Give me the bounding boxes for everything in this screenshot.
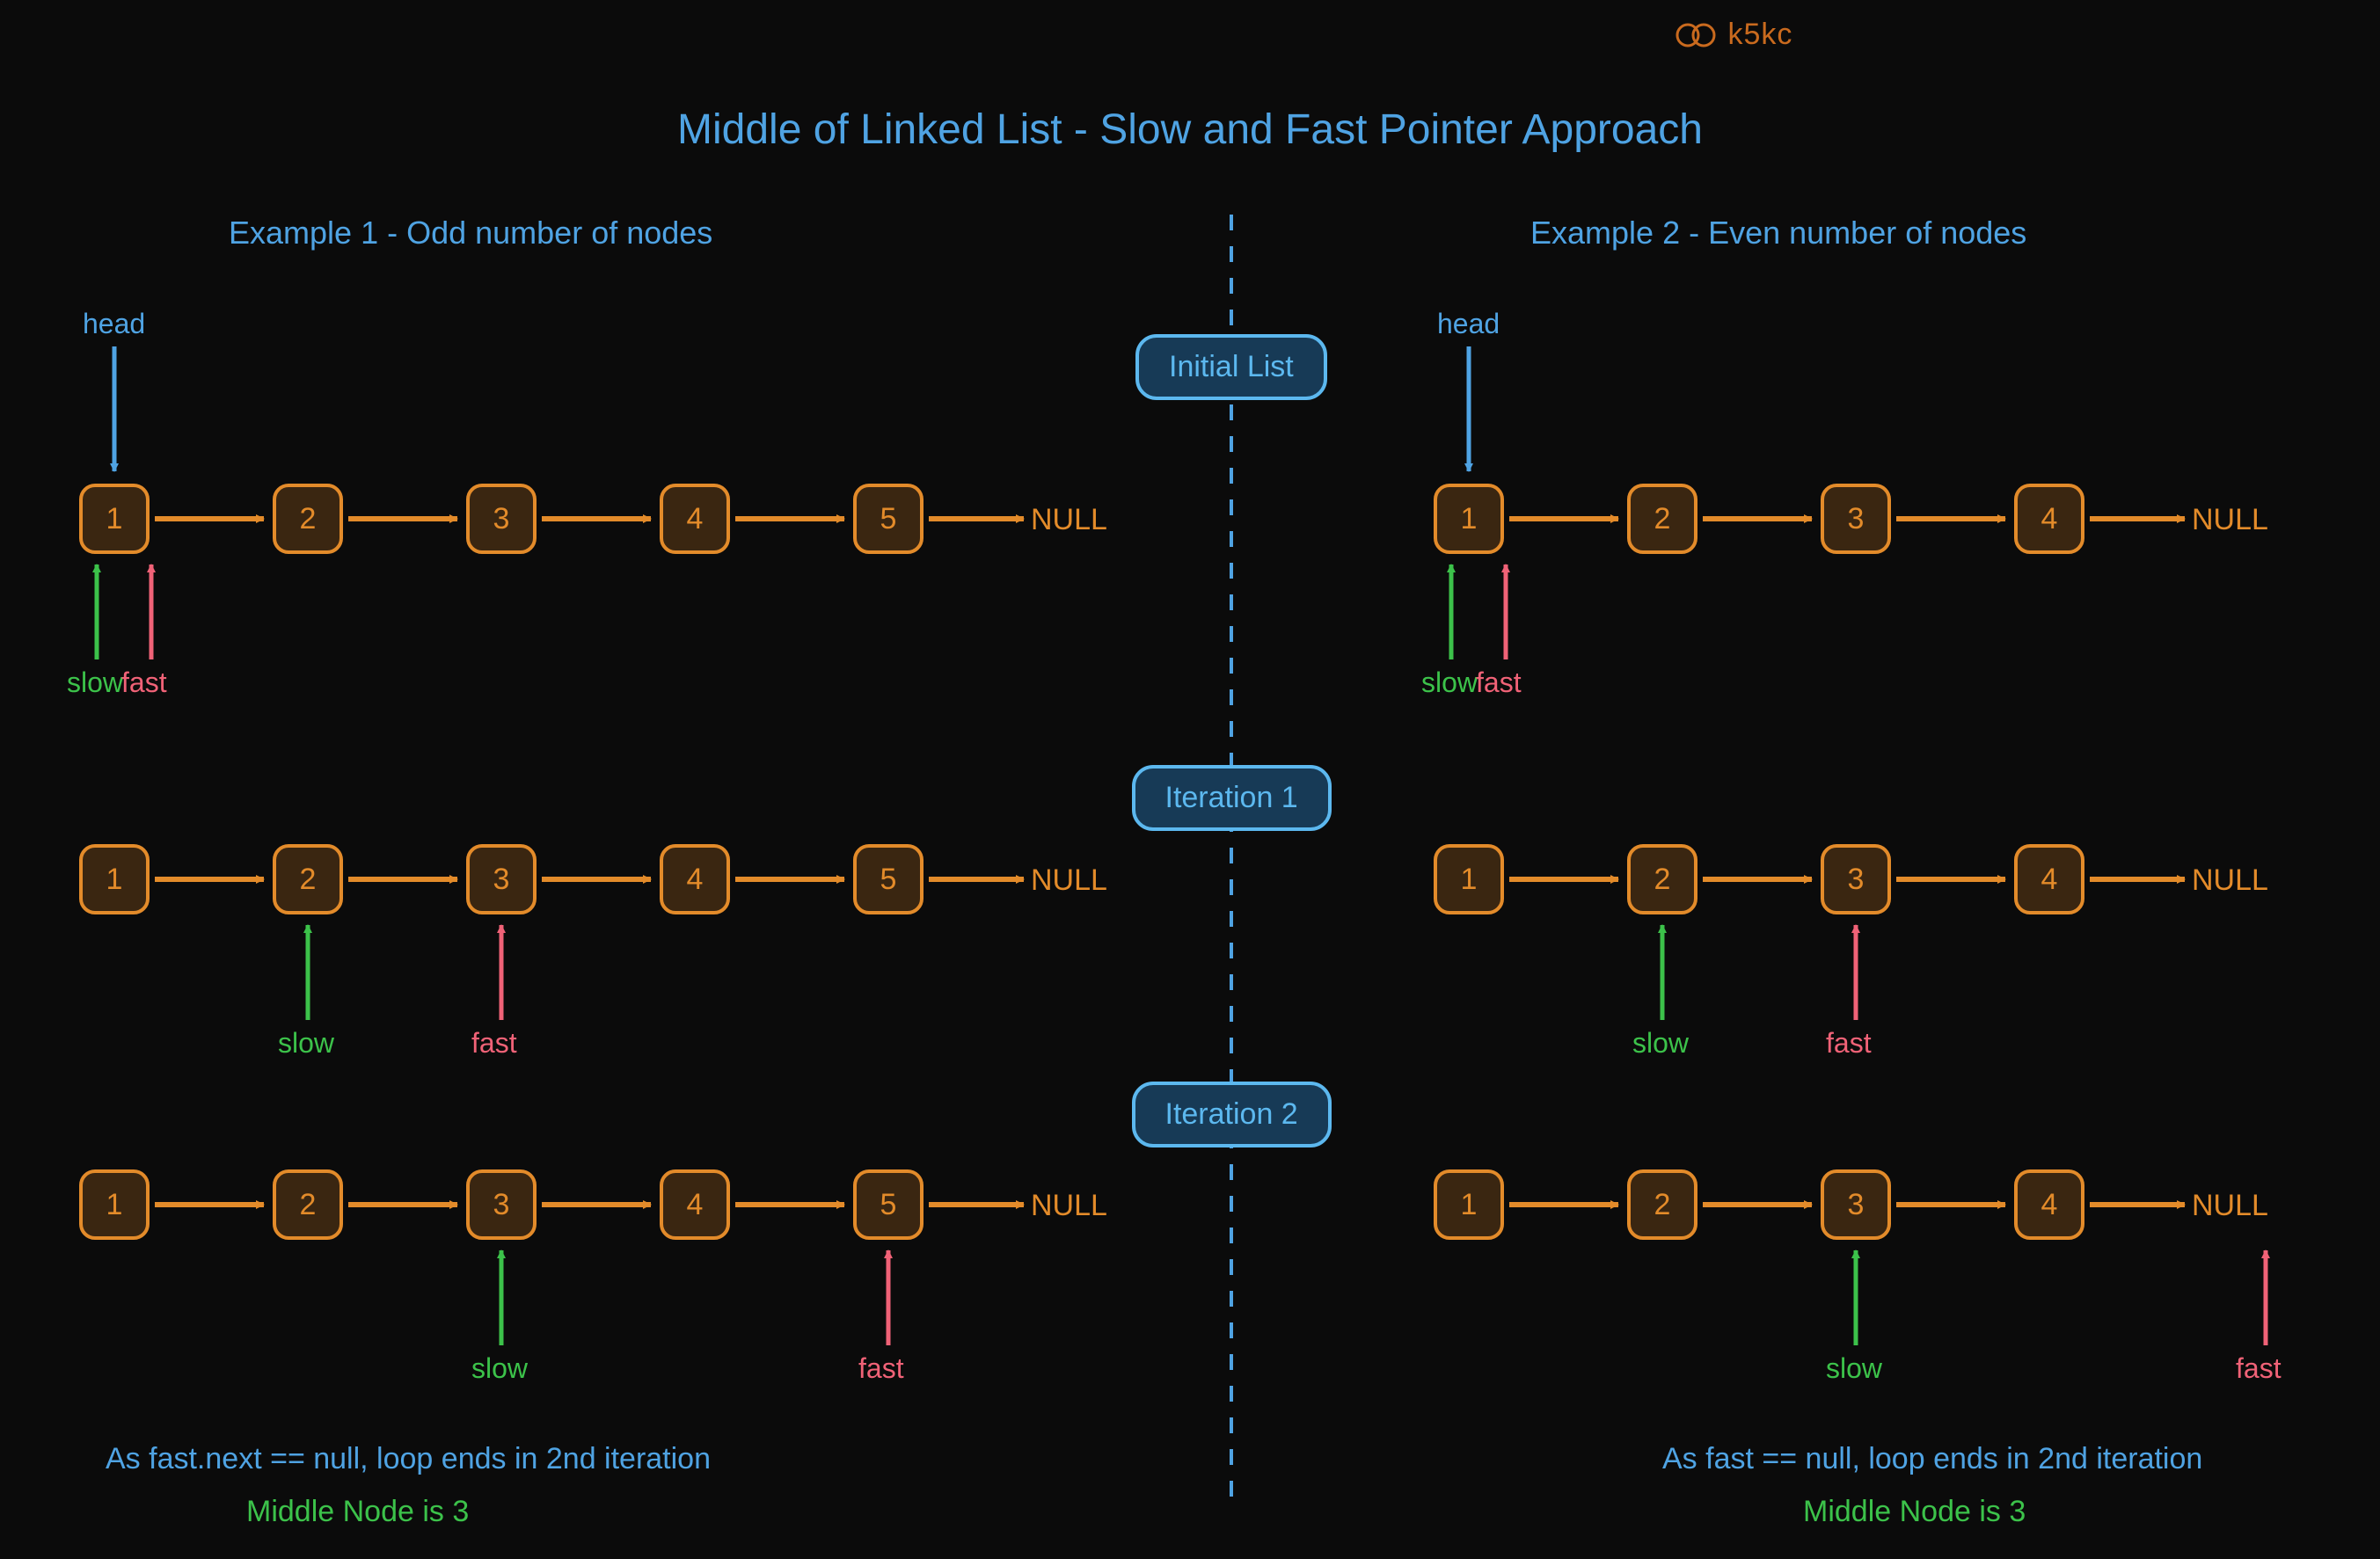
- page-title: Middle of Linked List - Slow and Fast Po…: [0, 106, 2380, 154]
- list-node: 3: [466, 844, 537, 914]
- fast-pointer-label: fast: [2236, 1352, 2281, 1385]
- slow-pointer-label: slow: [67, 667, 123, 699]
- fast-pointer-label: fast: [858, 1352, 904, 1385]
- null-label: NULL: [1031, 503, 1107, 537]
- brand-icon: [1675, 20, 1719, 50]
- null-label: NULL: [2192, 503, 2268, 537]
- null-label: NULL: [1031, 1189, 1107, 1223]
- list-node: 4: [2014, 1169, 2084, 1240]
- stage-chip-iter2: Iteration 2: [1132, 1082, 1332, 1147]
- null-label: NULL: [1031, 863, 1107, 898]
- list-node: 4: [2014, 484, 2084, 554]
- list-node: 2: [1627, 1169, 1697, 1240]
- stage-chip-initial: Initial List: [1135, 334, 1327, 400]
- list-node: 2: [273, 484, 343, 554]
- list-node: 1: [1434, 844, 1504, 914]
- list-node: 3: [1821, 1169, 1891, 1240]
- list-node: 3: [466, 1169, 537, 1240]
- slow-pointer-label: slow: [1421, 667, 1478, 699]
- example-2-subtitle: Example 2 - Even number of nodes: [1530, 215, 2026, 251]
- list-node: 5: [853, 1169, 924, 1240]
- slow-pointer-label: slow: [1632, 1027, 1689, 1060]
- list-node: 2: [273, 844, 343, 914]
- stage-chip-iter1: Iteration 1: [1132, 765, 1332, 831]
- list-node: 2: [273, 1169, 343, 1240]
- null-label: NULL: [2192, 863, 2268, 898]
- list-node: 4: [660, 1169, 730, 1240]
- head-pointer-label: head: [1437, 308, 1500, 340]
- list-node: 1: [1434, 1169, 1504, 1240]
- slow-pointer-label: slow: [278, 1027, 334, 1060]
- fast-pointer-label: fast: [1826, 1027, 1872, 1060]
- slow-pointer-label: slow: [471, 1352, 528, 1385]
- list-node: 4: [660, 844, 730, 914]
- list-node: 1: [79, 1169, 150, 1240]
- list-node: 2: [1627, 484, 1697, 554]
- conclusion-right-2: Middle Node is 3: [1803, 1495, 2026, 1529]
- fast-pointer-label: fast: [471, 1027, 517, 1060]
- list-node: 5: [853, 844, 924, 914]
- list-node: 1: [1434, 484, 1504, 554]
- list-node: 5: [853, 484, 924, 554]
- conclusion-right-1: As fast == null, loop ends in 2nd iterat…: [1662, 1442, 2202, 1476]
- brand-logo: k5kc: [1675, 18, 1792, 52]
- conclusion-left-2: Middle Node is 3: [246, 1495, 469, 1529]
- fast-pointer-label: fast: [1476, 667, 1522, 699]
- null-label: NULL: [2192, 1189, 2268, 1223]
- fast-pointer-label: fast: [121, 667, 167, 699]
- list-node: 1: [79, 844, 150, 914]
- list-node: 3: [1821, 844, 1891, 914]
- brand-text: k5kc: [1727, 18, 1792, 52]
- list-node: 2: [1627, 844, 1697, 914]
- list-node: 1: [79, 484, 150, 554]
- list-node: 4: [2014, 844, 2084, 914]
- list-node: 3: [1821, 484, 1891, 554]
- list-node: 4: [660, 484, 730, 554]
- list-node: 3: [466, 484, 537, 554]
- example-1-subtitle: Example 1 - Odd number of nodes: [229, 215, 712, 251]
- head-pointer-label: head: [83, 308, 145, 340]
- conclusion-left-1: As fast.next == null, loop ends in 2nd i…: [106, 1442, 711, 1476]
- slow-pointer-label: slow: [1826, 1352, 1882, 1385]
